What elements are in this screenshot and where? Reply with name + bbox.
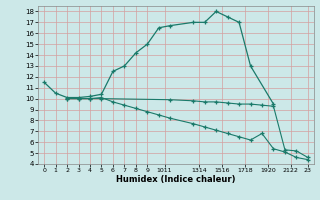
X-axis label: Humidex (Indice chaleur): Humidex (Indice chaleur) xyxy=(116,175,236,184)
